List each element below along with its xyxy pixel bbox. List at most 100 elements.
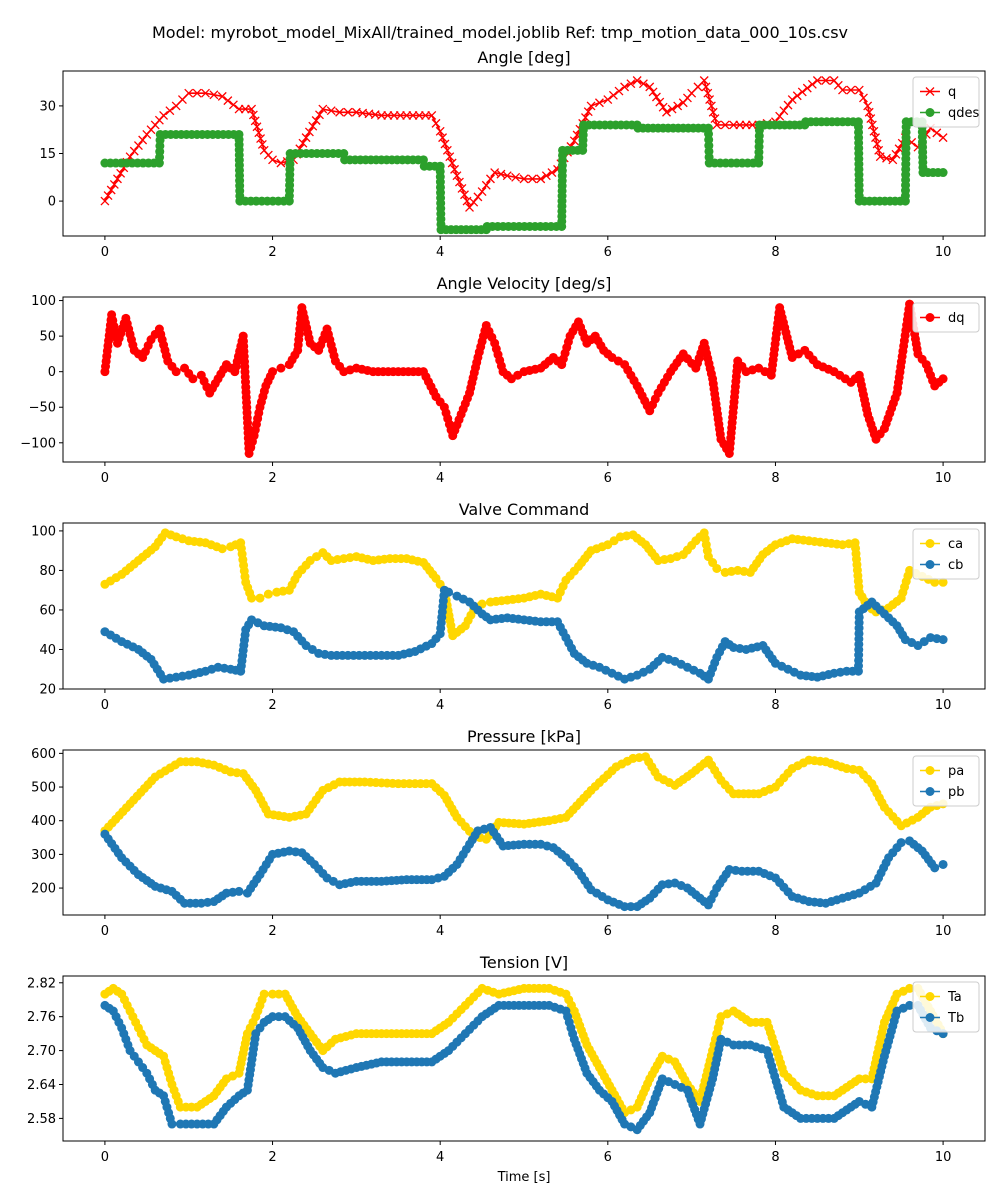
axes-frame [62, 296, 986, 463]
data-point-qdes [938, 168, 948, 178]
y-tick-label: 30 [39, 99, 56, 114]
y-tick-label: 100 [31, 294, 56, 309]
data-point-q [481, 180, 491, 190]
y-tick-label: 0 [48, 195, 56, 210]
x-tick-label: 10 [935, 1150, 952, 1165]
x-tick-label: 0 [101, 924, 109, 939]
data-point-q [318, 104, 328, 114]
data-point-q [223, 96, 233, 106]
data-point-q [109, 179, 119, 189]
data-point-q [457, 183, 467, 193]
data-point-q [184, 88, 194, 98]
legend-item-cb: cb [920, 558, 963, 573]
data-point-Tb [905, 1000, 915, 1010]
series-Ta [100, 983, 948, 1118]
data-point-q [402, 110, 412, 120]
data-point-q [113, 174, 122, 184]
x-tick-label: 8 [771, 1150, 779, 1165]
data-point-q [720, 120, 730, 130]
data-point-Ta [268, 989, 278, 999]
data-point-q [586, 101, 596, 111]
data-point-q [460, 190, 469, 200]
data-point-q [447, 158, 457, 168]
data-point-q [257, 139, 267, 149]
data-point-q [315, 110, 324, 120]
data-point-q [888, 155, 898, 165]
y-tick-label: −50 [29, 401, 56, 416]
x-tick-label: 2 [268, 698, 276, 713]
data-point-dq [171, 367, 181, 377]
figure-suptitle: Model: myrobot_model_MixAll/trained_mode… [152, 23, 848, 43]
data-point-q [729, 120, 739, 130]
data-point-q [932, 128, 942, 138]
data-point-q [894, 144, 904, 154]
legend-marker [925, 766, 935, 775]
y-tick-label: 50 [39, 330, 56, 345]
data-point-q [421, 110, 430, 120]
data-point-q [383, 110, 393, 120]
data-point-q [445, 152, 455, 162]
data-point-q [435, 126, 445, 136]
data-point-q [699, 76, 709, 85]
data-point-q [541, 171, 551, 181]
x-tick-label: 0 [101, 698, 109, 713]
data-point-q [655, 97, 665, 107]
data-point-q [438, 133, 448, 143]
x-tick-label: 10 [935, 924, 952, 939]
x-tick-label: 4 [436, 245, 444, 260]
legend-label: dq [948, 311, 965, 326]
data-point-q [797, 87, 807, 97]
data-point-Tb [268, 1012, 278, 1022]
x-tick-label: 6 [604, 1150, 612, 1165]
x-tick-label: 4 [436, 698, 444, 713]
legend-item-pa: pa [920, 764, 964, 779]
data-point-q [377, 110, 386, 120]
y-tick-label: 2.76 [27, 1010, 56, 1025]
data-point-q [620, 82, 630, 92]
data-point-q [217, 91, 227, 101]
legend-marker [925, 1013, 935, 1022]
data-point-q [228, 100, 238, 110]
data-point-q [268, 155, 278, 165]
data-point-q [106, 185, 116, 195]
y-tick-label: 500 [31, 781, 56, 796]
legend-label: cb [948, 558, 963, 573]
legend-item-ca: ca [920, 537, 963, 552]
subplot-title: Pressure [kPa] [467, 727, 581, 746]
x-tick-label: 6 [604, 471, 612, 486]
legend-item-qdes: qdes [920, 106, 980, 121]
legend: dq [912, 302, 980, 333]
data-point-q [209, 90, 219, 100]
data-point-ca [247, 593, 257, 603]
data-point-q [304, 127, 314, 137]
x-tick-label: 10 [935, 698, 952, 713]
data-point-dq [276, 363, 286, 373]
legend-item-Tb: Tb [920, 1011, 964, 1026]
data-point-pb [626, 902, 636, 912]
data-point-q [569, 136, 579, 146]
data-point-dq [938, 374, 948, 384]
plot-area [100, 983, 948, 1135]
data-point-q [452, 171, 462, 181]
plot-area [100, 76, 948, 235]
legend-label: q [948, 85, 956, 100]
y-tick-label: 2.82 [27, 976, 56, 991]
legend-label: qdes [948, 106, 980, 121]
data-point-q [159, 110, 169, 120]
data-point-q [250, 116, 260, 126]
data-point-Tb [167, 1119, 177, 1129]
x-tick-label: 8 [771, 471, 779, 486]
data-point-q [708, 107, 718, 117]
data-point-pb [938, 859, 948, 869]
series-cb [100, 585, 948, 684]
data-point-q [658, 102, 668, 112]
series-pa [100, 752, 948, 844]
y-tick-label: 200 [31, 882, 56, 897]
data-point-q [414, 110, 424, 120]
legend-label: pa [948, 764, 964, 779]
data-point-q [427, 110, 437, 120]
data-point-q [821, 76, 831, 85]
axes-frame [62, 522, 986, 690]
data-point-q [648, 87, 658, 97]
